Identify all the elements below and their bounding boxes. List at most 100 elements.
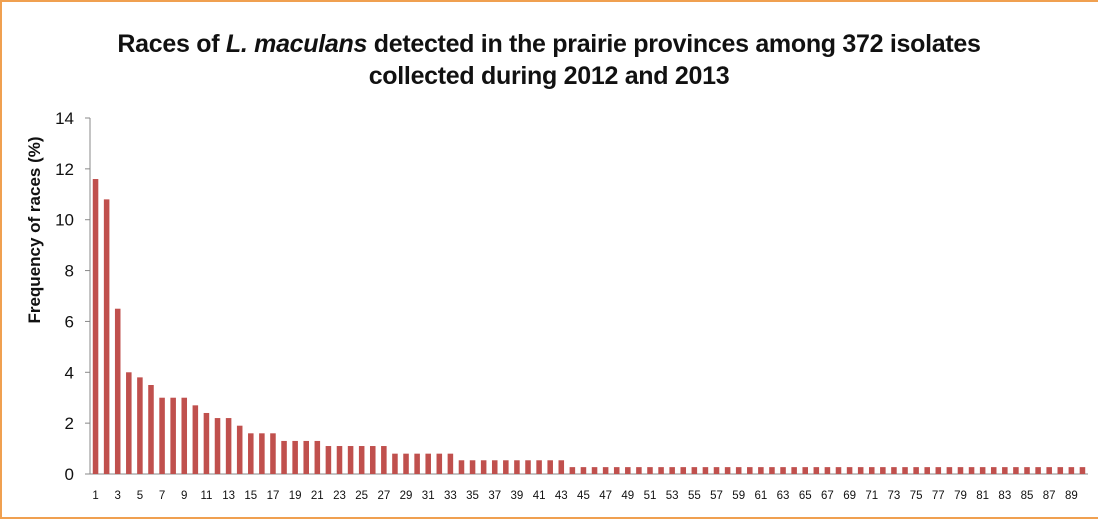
bar-race-48: [613, 467, 620, 474]
bar-race-88: [1057, 467, 1064, 474]
x-tick-label: 79: [954, 490, 967, 502]
bar-race-40: [525, 460, 531, 474]
bar-race-11: [203, 412, 210, 474]
x-tick-label: 41: [533, 490, 546, 502]
bar-race-66: [813, 467, 820, 474]
x-tick-label: 47: [599, 490, 612, 502]
bar-race-56: [702, 467, 709, 474]
bar-race-87: [1046, 467, 1052, 474]
x-tick-label: 81: [976, 490, 989, 502]
bar-race-9: [181, 397, 188, 474]
bar-race-14: [236, 425, 243, 474]
bar-race-62: [769, 467, 775, 474]
x-tick-label: 51: [644, 490, 657, 502]
y-tick-label: 8: [65, 262, 74, 281]
x-tick-label: 39: [511, 490, 524, 502]
bar-race-50: [636, 467, 642, 474]
bar-race-42: [547, 460, 553, 474]
y-tick-label: 12: [55, 160, 74, 179]
x-tick-label: 19: [289, 490, 302, 502]
bar-race-78: [946, 467, 953, 474]
y-tick-label: 10: [55, 211, 74, 230]
bar-race-35: [469, 460, 476, 474]
bar-race-68: [835, 467, 842, 474]
x-tick-label: 55: [688, 490, 701, 502]
bar-race-58: [724, 467, 731, 474]
bar-race-84: [1013, 467, 1019, 474]
bar-race-59: [735, 467, 742, 474]
x-tick-label: 35: [466, 490, 479, 502]
x-tick-label: 31: [422, 490, 435, 502]
bar-race-65: [802, 467, 808, 474]
bar-race-80: [968, 467, 975, 474]
bar-race-85: [1024, 467, 1030, 474]
bar-race-15: [248, 433, 254, 474]
bar-race-29: [403, 453, 409, 474]
chart-title-line-2: collected during 2012 and 2013: [368, 62, 730, 90]
bar-race-37: [491, 460, 498, 474]
bar-race-47: [602, 467, 609, 474]
x-tick-label: 73: [888, 490, 901, 502]
y-axis-title: Frequency of races (%): [25, 136, 44, 323]
x-tick-label: 63: [777, 490, 790, 502]
x-tick-label: 11: [200, 490, 212, 502]
chart-title-line-1: Races of L. maculans detected in the pra…: [0, 30, 1098, 59]
bar-race-90: [1079, 467, 1086, 474]
bar-race-34: [458, 460, 465, 474]
y-tick-label: 2: [65, 414, 74, 433]
x-tick-label: 21: [311, 490, 324, 502]
bar-race-83: [1002, 467, 1008, 474]
bar-race-79: [957, 467, 964, 474]
x-tick-label: 83: [998, 490, 1011, 502]
bar-race-22: [325, 446, 332, 474]
bar-race-45: [580, 467, 587, 474]
bar-race-17: [270, 433, 276, 474]
bar-race-32: [436, 453, 443, 474]
x-tick-label: 37: [488, 490, 501, 502]
x-tick-label: 23: [333, 490, 346, 502]
bar-race-26: [369, 446, 376, 474]
bar-race-76: [924, 467, 930, 474]
bar-race-57: [713, 467, 720, 474]
bar-race-27: [381, 446, 387, 474]
y-tick-label: 6: [65, 312, 74, 331]
bar-race-51: [647, 467, 653, 474]
x-tick-label: 61: [754, 490, 767, 502]
x-tick-label: 71: [865, 490, 878, 502]
x-tick-label: 45: [577, 490, 590, 502]
title-species: L. maculans: [225, 30, 368, 58]
bar-race-38: [503, 460, 509, 474]
bar-race-60: [747, 467, 753, 474]
x-tick-label: 85: [1021, 490, 1034, 502]
y-tick-label: 4: [65, 363, 74, 382]
bar-race-53: [669, 467, 675, 474]
bar-race-77: [935, 467, 942, 474]
bar-race-39: [514, 460, 520, 474]
x-tick-label: 17: [267, 490, 280, 502]
bar-race-33: [447, 453, 454, 474]
bar-race-1: [92, 179, 99, 474]
bar-race-21: [314, 440, 321, 474]
title-prefix: Races of: [117, 30, 226, 58]
bar-race-12: [214, 418, 221, 474]
bar-race-6: [148, 385, 154, 474]
bar-race-44: [569, 467, 576, 474]
x-tick-label: 69: [843, 490, 856, 502]
x-tick-label: 27: [377, 490, 390, 502]
bar-race-43: [558, 460, 565, 474]
x-tick-label: 87: [1043, 490, 1056, 502]
bar-race-3: [114, 308, 121, 474]
bar-race-49: [625, 467, 631, 474]
bar-race-36: [480, 460, 487, 474]
bar-race-67: [824, 467, 831, 474]
bar-race-70: [857, 467, 864, 474]
x-tick-label: 43: [555, 490, 568, 502]
x-tick-label: 5: [137, 490, 143, 502]
bar-race-74: [902, 467, 908, 474]
x-tick-label: 59: [732, 490, 745, 502]
x-tick-label: 3: [115, 490, 121, 502]
bar-race-55: [691, 467, 698, 474]
x-tick-label: 15: [244, 490, 257, 502]
